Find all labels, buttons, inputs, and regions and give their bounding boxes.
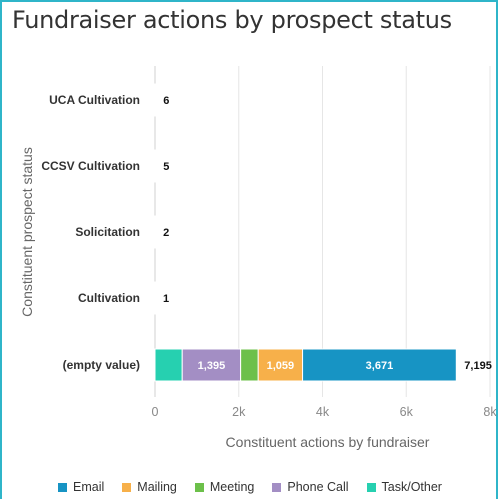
chart-legend: Email Mailing Meeting Phone Call Task/Other	[0, 480, 500, 494]
x-tick-label: 2k	[232, 405, 246, 419]
y-category-label: CCSV Cultivation	[41, 159, 140, 173]
data-label: 1,395	[198, 360, 226, 372]
legend-item[interactable]: Phone Call	[272, 480, 349, 494]
bar-segment	[154, 215, 157, 249]
y-category-label: (empty value)	[63, 358, 140, 372]
y-category-label: UCA Cultivation	[49, 93, 140, 107]
bar-segment	[257, 348, 304, 382]
x-tick-label: 0	[152, 405, 159, 419]
x-tick-label: 8k	[483, 405, 497, 419]
legend-item[interactable]: Task/Other	[366, 480, 442, 494]
bar-segment	[154, 281, 157, 315]
data-label: 3,671	[366, 360, 394, 372]
legend-item[interactable]: Mailing	[122, 480, 177, 494]
bar-segment	[154, 348, 183, 382]
y-category-label: Cultivation	[78, 291, 140, 305]
bar-segment	[154, 83, 157, 117]
total-label: 1	[163, 293, 169, 305]
total-label: 5	[163, 161, 169, 173]
legend-label: Mailing	[137, 480, 177, 494]
bar-segment	[240, 348, 259, 382]
legend-label: Phone Call	[287, 480, 349, 494]
bar-segment	[302, 348, 457, 382]
total-label: 6	[163, 95, 169, 107]
legend-swatch	[272, 482, 282, 492]
legend-swatch	[194, 482, 204, 492]
legend-swatch	[366, 482, 376, 492]
legend-item[interactable]: Meeting	[194, 480, 255, 494]
legend-label: Meeting	[209, 480, 255, 494]
total-label: 7,195	[464, 360, 492, 372]
x-tick-label: 6k	[400, 405, 414, 419]
chart-title: Fundraiser actions by prospect status	[12, 6, 452, 34]
total-label: 2	[163, 227, 169, 239]
legend-label: Task/Other	[381, 480, 442, 494]
y-axis-title: Constituent prospect status	[19, 147, 35, 317]
bar-segment	[154, 149, 157, 183]
legend-swatch	[122, 482, 132, 492]
legend-item[interactable]: Email	[58, 480, 104, 494]
x-tick-label: 4k	[316, 405, 330, 419]
x-axis-title: Constituent actions by fundraiser	[226, 434, 430, 450]
legend-swatch	[58, 482, 68, 492]
data-label: 1,059	[267, 360, 295, 372]
y-category-label: Solicitation	[75, 225, 140, 239]
legend-label: Email	[73, 480, 105, 494]
